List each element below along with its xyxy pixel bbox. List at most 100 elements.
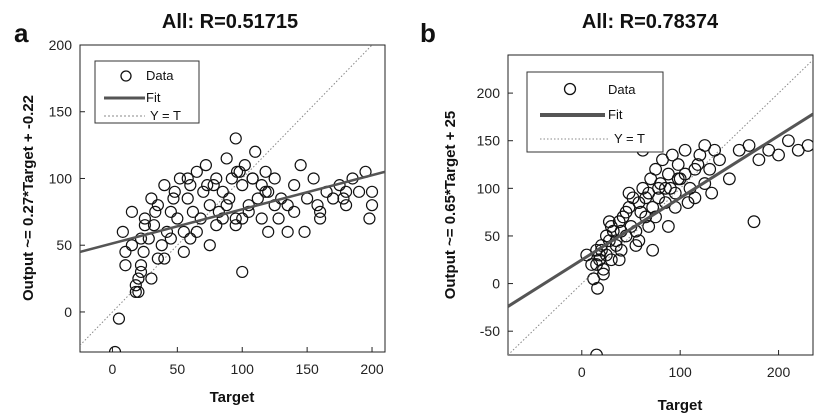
data-point [236,212,249,225]
data-point [599,248,613,262]
data-point [698,177,712,190]
data-point [155,239,168,252]
data-point [138,219,151,232]
plot-content [508,59,813,355]
data-point [190,165,203,178]
data-point [145,272,158,285]
data-point [661,220,675,233]
data-point [268,172,281,185]
data-point [173,172,187,185]
data-point [116,225,129,238]
panel-b: b All: R=0.78374 Target Output ~= 0.65*T… [420,11,814,414]
data-point [294,159,307,172]
data-point [688,191,702,205]
data-point [634,205,648,219]
data-point [207,179,220,192]
data-point [119,245,132,258]
data-point [112,312,126,325]
y-tick-label: 200 [477,85,501,101]
data-point [229,219,242,232]
x-tick-label: 0 [578,364,586,380]
y-tick-label: -50 [480,323,500,339]
data-point [199,159,212,172]
data-point [249,145,262,158]
legend-data-label-a: Data [146,68,174,83]
y-tick-label: 100 [49,170,73,186]
data-point [177,245,190,258]
data-point [212,205,225,218]
data-point [259,185,272,198]
data-point [184,232,197,245]
data-point [223,192,236,205]
data-point [337,192,350,205]
data-point [642,220,656,233]
y-tick-label: 150 [477,133,501,149]
data-point [164,232,177,245]
data-point [703,162,717,176]
data-point [238,159,251,172]
y-tick-label: 0 [64,304,72,320]
identity-line [508,59,813,355]
panel-letter-a: a [14,18,29,48]
data-point [151,252,164,265]
data-point [255,179,268,192]
data-point [145,192,158,205]
data-point [137,245,150,258]
data-point [229,132,242,145]
data-point [612,215,626,229]
data-point [259,165,272,178]
legend-fit-label-a: Fit [146,90,161,105]
data-point [129,279,142,292]
data-point [281,199,294,212]
x-tick-label: 0 [109,361,117,377]
data-point [236,179,249,192]
data-point [659,181,672,195]
data-point [646,200,660,214]
x-axis-label-b: Target [658,397,703,414]
data-point [722,172,736,186]
data-point [652,191,665,205]
legend-data-marker-b [563,82,577,96]
fit-line [508,112,813,308]
data-point [167,192,180,205]
x-tick-label: 200 [767,364,791,380]
x-axis-label-a: Target [210,389,255,406]
data-point [604,253,618,267]
data-point [236,265,249,279]
data-point [742,139,756,152]
chart-title-a: All: R=0.51715 [162,11,298,33]
legend-a: Data Fit Y = T [94,60,200,124]
data-point [210,172,223,185]
data-point [691,158,705,171]
data-point [365,199,379,212]
data-point [119,259,132,272]
y-tick-label: 100 [477,180,501,196]
fit-line [80,170,385,254]
data-point [132,272,145,285]
data-point [138,212,151,225]
legend-identity-label-b: Y = T [614,131,645,146]
data-point [134,259,148,272]
data-point [230,165,244,178]
x-tick-label: 150 [295,361,319,377]
plot-content [80,45,385,352]
data-point [339,199,353,212]
data-point [220,152,233,165]
data-point [288,179,301,192]
data-point [129,285,142,299]
panel-a: a All: R=0.51715 Target Output ~= 0.27*T… [14,11,386,406]
data-point [585,258,599,271]
marks-a [80,45,385,352]
data-point [262,225,275,238]
data-point [134,265,148,279]
data-point [255,212,268,225]
data-point [326,192,340,205]
data-point [314,205,327,218]
data-point [671,172,685,186]
data-point [203,239,216,252]
data-point [181,172,194,185]
x-tick-label: 100 [231,361,255,377]
legend-identity-label-a: Y = T [150,108,181,123]
data-point [197,185,210,198]
